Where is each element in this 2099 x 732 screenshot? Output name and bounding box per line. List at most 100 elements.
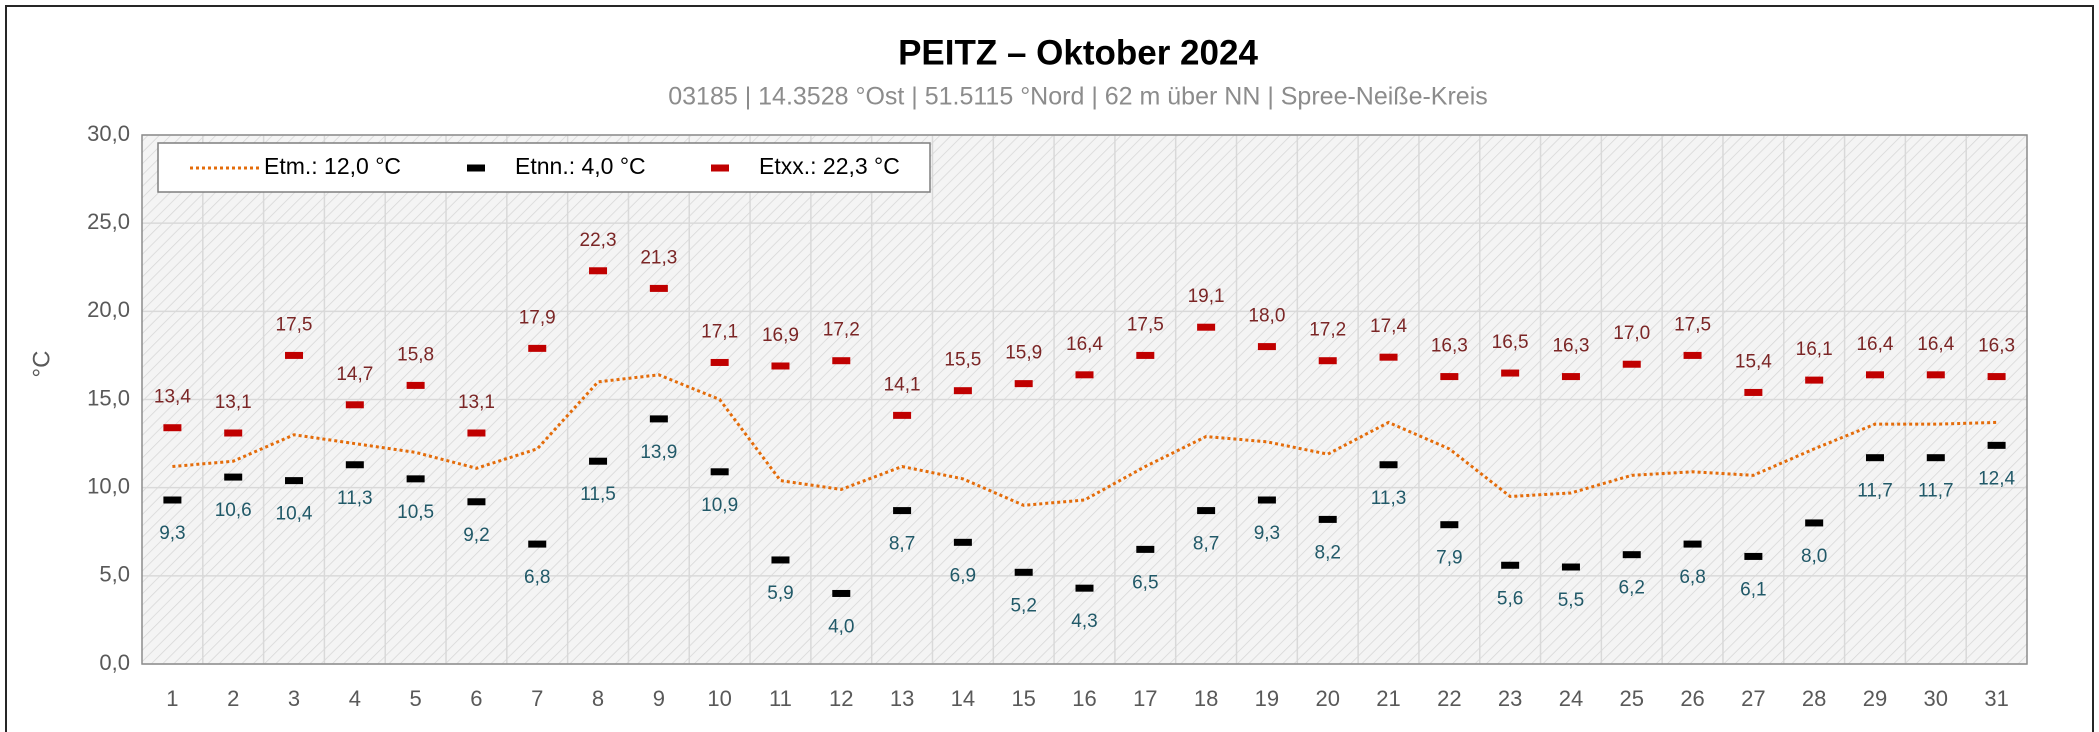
marker	[649, 284, 668, 292]
data-label: 6,1	[1740, 579, 1766, 600]
mean-line	[172, 373, 1997, 507]
marker	[406, 381, 425, 389]
data-label: 16,3	[1978, 336, 2015, 357]
data-label: 13,4	[154, 387, 191, 408]
marker	[771, 556, 790, 564]
data-label: 17,1	[701, 321, 738, 342]
data-label: 5,9	[767, 583, 793, 604]
data-label: 17,9	[519, 307, 556, 328]
data-label: 5,5	[1558, 590, 1584, 611]
y-axis-label: °C	[28, 351, 55, 378]
marker	[1683, 540, 1702, 548]
marker	[1865, 454, 1884, 462]
marker	[1440, 373, 1459, 381]
x-tick-label: 26	[1680, 686, 1704, 711]
x-tick-label: 11	[769, 686, 792, 711]
x-tick-label: 22	[1437, 686, 1461, 711]
data-label: 6,8	[1679, 567, 1705, 588]
data-label: 6,9	[950, 565, 976, 586]
marker	[710, 468, 729, 476]
x-tick-label: 20	[1315, 686, 1339, 711]
data-label: 21,3	[640, 247, 677, 268]
marker	[1744, 552, 1763, 560]
x-tick-label: 8	[592, 686, 604, 711]
legend-swatch	[711, 164, 729, 172]
data-label: 5,6	[1497, 588, 1523, 609]
y-tick-label: 30,0	[87, 121, 130, 146]
data-label: 9,2	[463, 525, 489, 546]
x-tick-label: 18	[1194, 686, 1218, 711]
x-tick-label: 9	[653, 686, 665, 711]
y-tick-label: 20,0	[87, 297, 130, 322]
marker	[1318, 357, 1337, 365]
legend-label: Etnn.: 4,0 °C	[515, 153, 646, 179]
x-tick-label: 31	[1984, 686, 2008, 711]
marker	[1257, 343, 1276, 351]
data-label: 15,5	[944, 350, 981, 371]
x-tick-label: 4	[349, 686, 361, 711]
chart-subtitle: 03185 | 14.3528 °Ost | 51.5115 °Nord | 6…	[668, 83, 1488, 111]
x-tick-label: 30	[1924, 686, 1948, 711]
marker	[1926, 371, 1945, 379]
data-label: 9,3	[159, 523, 185, 544]
data-label: 16,4	[1917, 334, 1954, 355]
data-label: 10,5	[397, 502, 434, 523]
data-label: 14,7	[336, 364, 373, 385]
marker	[285, 351, 304, 359]
data-label: 8,2	[1315, 542, 1341, 563]
marker	[1622, 360, 1641, 368]
marker	[1197, 323, 1216, 331]
marker	[710, 358, 729, 366]
marker	[467, 429, 486, 437]
data-label: 11,3	[1371, 488, 1407, 509]
x-tick-label: 21	[1376, 686, 1400, 711]
marker	[1075, 371, 1094, 379]
data-label: 8,7	[889, 534, 915, 555]
y-tick-label: 0,0	[99, 650, 130, 675]
marker	[1318, 515, 1337, 523]
marker	[1440, 521, 1459, 529]
data-label: 13,9	[640, 442, 677, 463]
x-tick-label: 1	[166, 686, 178, 711]
x-tick-label: 10	[707, 686, 731, 711]
data-label: 17,2	[1309, 320, 1346, 341]
marker	[1805, 376, 1824, 384]
data-label: 4,3	[1071, 611, 1097, 632]
x-tick-label: 14	[951, 686, 975, 711]
data-label: 11,7	[1918, 481, 1954, 502]
marker	[1501, 561, 1520, 569]
data-label: 15,4	[1735, 351, 1772, 372]
data-label: 17,5	[276, 314, 313, 335]
x-tick-label: 19	[1255, 686, 1279, 711]
marker	[163, 424, 182, 432]
data-label: 17,0	[1613, 323, 1650, 344]
marker	[1379, 353, 1398, 361]
plot-border	[141, 134, 2028, 665]
marker	[589, 267, 608, 275]
data-label: 19,1	[1188, 286, 1225, 307]
data-label: 17,2	[823, 320, 860, 341]
data-label: 17,5	[1127, 314, 1164, 335]
data-label: 4,0	[828, 616, 854, 637]
y-tick-label: 25,0	[87, 209, 130, 234]
marker	[832, 589, 851, 597]
marker	[1014, 568, 1033, 576]
x-tick-label: 3	[288, 686, 300, 711]
marker	[893, 411, 912, 419]
marker	[1075, 584, 1094, 592]
data-label: 6,5	[1132, 572, 1158, 593]
marker	[953, 538, 972, 546]
data-label: 11,7	[1857, 481, 1893, 502]
data-label: 15,8	[397, 344, 434, 365]
marker	[1987, 441, 2006, 449]
marker	[1561, 373, 1580, 381]
marker	[1622, 551, 1641, 559]
data-label: 6,8	[524, 567, 550, 588]
marker	[771, 362, 790, 370]
y-tick-label: 10,0	[87, 473, 130, 498]
x-tick-label: 15	[1011, 686, 1035, 711]
marker	[467, 498, 486, 506]
data-label: 7,9	[1436, 548, 1462, 569]
data-label: 16,9	[762, 325, 799, 346]
